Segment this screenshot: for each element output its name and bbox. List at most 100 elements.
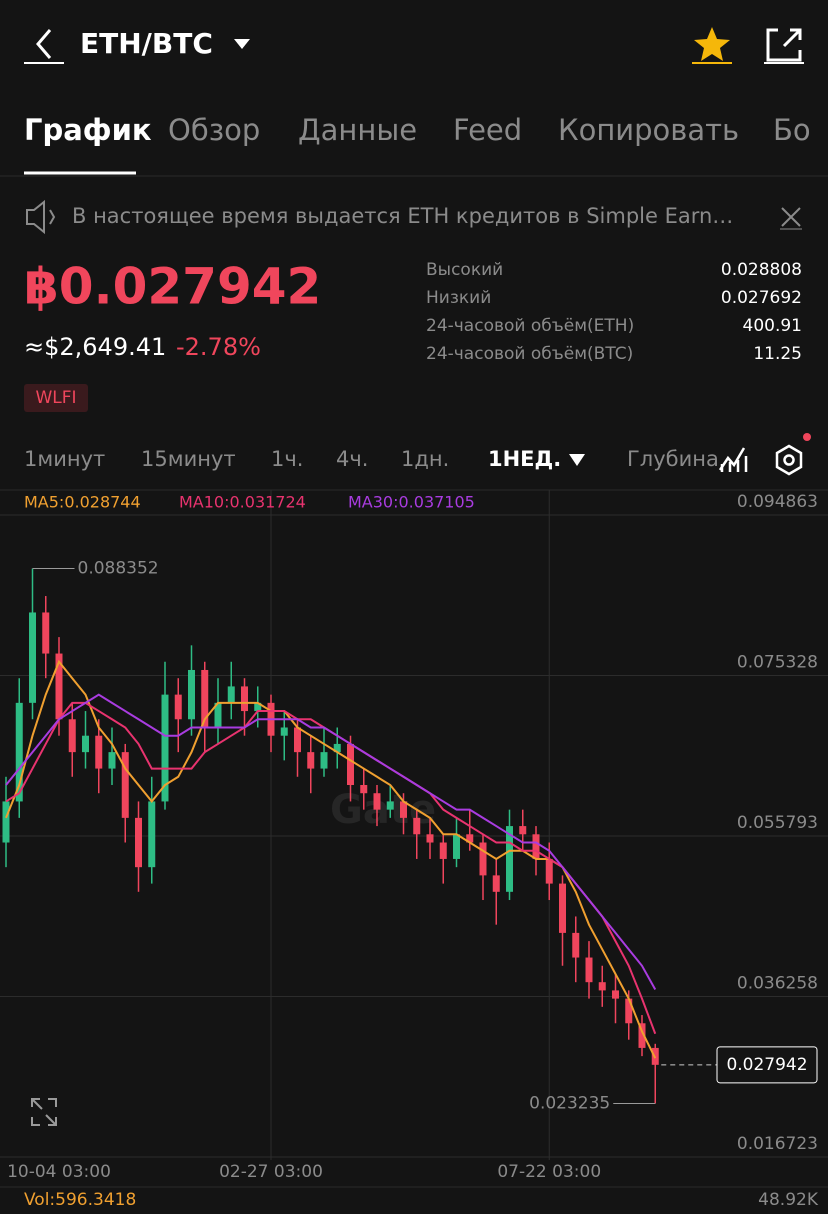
favorite-star[interactable] bbox=[694, 27, 730, 61]
ma-line bbox=[5, 693, 657, 991]
candle-body bbox=[42, 612, 50, 654]
candle-body bbox=[373, 793, 381, 810]
candle-body bbox=[68, 719, 76, 753]
last-price: ฿0.027942 bbox=[24, 258, 321, 316]
timeframe[interactable]: 1НЕД. bbox=[488, 447, 561, 471]
high-annotation: 0.088352 bbox=[78, 558, 159, 578]
candle-body bbox=[333, 743, 341, 753]
candle-body bbox=[254, 702, 262, 712]
volume-label: Vol:596.3418 bbox=[24, 1190, 136, 1210]
timeframe[interactable]: 4ч. bbox=[336, 447, 368, 471]
candle-body bbox=[55, 653, 63, 720]
x-tick-label: 07-22 03:00 bbox=[497, 1162, 601, 1182]
candle-body bbox=[174, 694, 182, 720]
candle-body bbox=[638, 1023, 646, 1048]
candle-body bbox=[347, 743, 354, 786]
candle-body bbox=[572, 932, 580, 958]
y-tick-label: 0.094863 bbox=[737, 492, 818, 512]
ma-line bbox=[5, 659, 657, 1059]
candle-body bbox=[400, 801, 407, 818]
tag-text: WLFI bbox=[35, 388, 76, 408]
timeframe-dropdown[interactable] bbox=[569, 454, 585, 466]
tab[interactable]: Feed bbox=[453, 113, 522, 147]
speaker-icon bbox=[26, 199, 56, 235]
y-tick-label: 0.055793 bbox=[737, 813, 818, 833]
chart: 0.016723 0.036258 0.055793 0.075328 0.094863… bbox=[0, 490, 828, 1182]
expand-icon[interactable] bbox=[31, 1098, 57, 1126]
tab[interactable]: Данные bbox=[298, 113, 417, 147]
pair-dropdown[interactable] bbox=[234, 39, 250, 49]
stat-label: Низкий bbox=[426, 288, 491, 308]
tab[interactable]: Обзор bbox=[168, 113, 260, 147]
low-annotation: 0.023235 bbox=[529, 1093, 610, 1113]
candle-body bbox=[386, 801, 394, 810]
share-button[interactable] bbox=[766, 28, 802, 62]
candle-body bbox=[545, 858, 553, 884]
candle-body bbox=[612, 990, 619, 999]
candle-body bbox=[466, 834, 474, 843]
y-tick-label: 0.036258 bbox=[737, 974, 818, 994]
candle-body bbox=[188, 669, 195, 720]
candle-body bbox=[492, 875, 500, 892]
candle-body bbox=[307, 752, 315, 769]
candle-body bbox=[161, 694, 169, 802]
legend-entry: MA5:0.028744 bbox=[24, 493, 141, 512]
candle-body bbox=[135, 817, 142, 868]
candle-body bbox=[559, 883, 566, 933]
timeframe[interactable]: 15минут bbox=[141, 447, 236, 471]
candle-body bbox=[15, 702, 23, 802]
candle-body bbox=[95, 735, 103, 769]
candle-body bbox=[241, 686, 248, 712]
candle-body bbox=[29, 612, 36, 703]
candle-body bbox=[360, 785, 368, 794]
pair-title[interactable]: ETH/BTC bbox=[80, 27, 213, 60]
candle-body bbox=[439, 842, 447, 859]
stat-value: 0.028808 bbox=[721, 260, 802, 280]
candle-body bbox=[413, 817, 421, 835]
close-notice[interactable] bbox=[781, 207, 801, 227]
stat-value: 400.91 bbox=[743, 316, 802, 336]
candle-body bbox=[121, 752, 129, 818]
candle-body bbox=[108, 752, 116, 769]
tab[interactable]: Бо bbox=[773, 113, 811, 147]
candle-body bbox=[82, 735, 89, 753]
timeframes: 1минут 15минут 1ч. 4ч. 1дн. 1НЕД. Глубина bbox=[24, 447, 719, 471]
tab[interactable]: График bbox=[24, 113, 152, 147]
timeframe[interactable]: 1ч. bbox=[271, 447, 303, 471]
timeframe[interactable]: Глубина bbox=[627, 447, 719, 471]
candle-body bbox=[320, 752, 328, 769]
y-tick-label: 0.016723 bbox=[737, 1134, 818, 1154]
candle-body bbox=[585, 957, 593, 983]
candle-body bbox=[479, 842, 487, 876]
legend-entry: MA10:0.031724 bbox=[179, 493, 306, 512]
timeframe[interactable]: 1дн. bbox=[401, 447, 449, 471]
back-button[interactable] bbox=[36, 29, 52, 59]
notification-dot bbox=[803, 433, 811, 441]
candle-body bbox=[598, 982, 606, 991]
x-tick-label: 10-04 03:00 bbox=[7, 1162, 111, 1182]
candle-body bbox=[453, 834, 460, 859]
legend-entry: MA30:0.037105 bbox=[348, 493, 475, 512]
settings-icon-center bbox=[783, 454, 795, 466]
indicator-icon[interactable] bbox=[718, 447, 748, 472]
settings-icon[interactable] bbox=[775, 444, 803, 476]
tab[interactable]: Копировать bbox=[558, 113, 739, 147]
price-box bbox=[716, 1046, 818, 1084]
candle-body bbox=[294, 727, 301, 753]
candle-body bbox=[148, 801, 156, 868]
candle-body bbox=[625, 998, 633, 1024]
candle-body bbox=[201, 669, 209, 728]
stat-value: 0.027692 bbox=[721, 288, 802, 308]
notice-text[interactable]: В настоящее время выдается ETH кредитов … bbox=[72, 204, 733, 228]
stat-label: 24-часовой объём(BTC) bbox=[426, 344, 633, 364]
y-tick-label: 0.075328 bbox=[737, 653, 818, 673]
candle-body bbox=[227, 686, 235, 703]
candle-body bbox=[214, 702, 222, 728]
timeframe[interactable]: 1минут bbox=[24, 447, 105, 471]
candle-body bbox=[519, 826, 527, 835]
price-label: 0.027942 bbox=[726, 1055, 807, 1075]
x-tick-label: 02-27 03:00 bbox=[219, 1162, 323, 1182]
volume-max: 48.92K bbox=[758, 1190, 819, 1210]
